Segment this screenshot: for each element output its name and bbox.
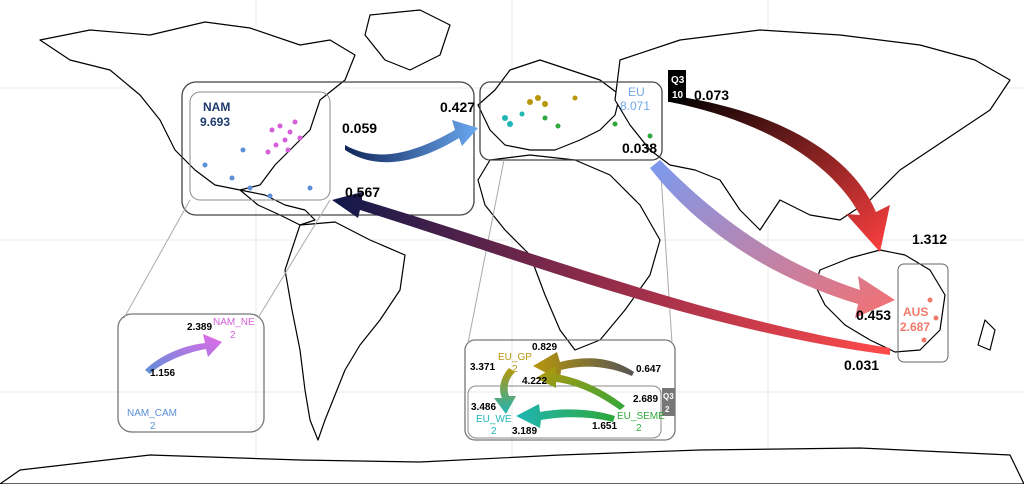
eu-region-box <box>479 81 663 161</box>
central-america-outline <box>239 189 316 226</box>
eu-seme-value: 2 <box>636 423 642 434</box>
flow-value-nam-eu-to: 0.427 <box>440 99 475 115</box>
flow-arrow-seme-to-gp2 <box>536 366 625 410</box>
nam-label: NAM <box>203 100 230 114</box>
eu-gp-value: 2 <box>512 364 518 375</box>
sample-dots-eu-seme <box>542 115 653 139</box>
flow-arrow-seme-to-gp <box>533 352 634 380</box>
eu-inset-inner-box <box>467 385 662 439</box>
greenland-outline <box>364 9 451 71</box>
quarter-badge-eu: Q3 10 <box>668 70 686 102</box>
aus-label: AUS <box>903 305 928 319</box>
eu-seme-label: EU_SEME <box>617 411 665 422</box>
flow-value-seme-gp2-from: 2.689 <box>633 394 658 405</box>
sample-dots-nam-ne <box>265 119 303 155</box>
south-america-outline <box>284 221 406 441</box>
svg-text:Q3: Q3 <box>671 75 685 86</box>
north-america-outline <box>39 21 356 191</box>
flow-value-aus-nam-from: 0.031 <box>844 357 879 373</box>
nam-value: 9.693 <box>200 115 230 129</box>
flow-arrow-aus-to-nam <box>332 192 890 355</box>
continents <box>0 9 1024 484</box>
flow-arrow-seme-to-we <box>516 404 615 428</box>
sample-dots-eu-we <box>502 111 525 127</box>
svg-text:10: 10 <box>672 90 684 101</box>
nam-inset-box <box>117 313 265 433</box>
flow-arrow-nam-to-eu <box>345 120 478 163</box>
aus-value: 2.687 <box>900 320 930 334</box>
aus-region-box <box>897 263 949 363</box>
nam-region-box <box>181 81 475 216</box>
flow-value-seme-gp2-to: 4.222 <box>522 376 547 387</box>
nam-ne-inner-box <box>189 91 331 201</box>
flow-value-cam-ne-to: 2.389 <box>187 322 212 333</box>
flow-arrow-eu-to-aus-blue <box>650 160 895 318</box>
flow-value-eu-aus-black-to: 1.312 <box>912 231 947 247</box>
flow-value-seme-gp-from: 0.647 <box>636 364 661 375</box>
sample-dots-eu-gp <box>527 95 578 107</box>
eu-gp-label: EU_GP <box>498 352 532 363</box>
new-zealand-outline <box>977 319 996 351</box>
sample-dots-aus <box>921 297 939 343</box>
flow-value-seme-we-from: 1.651 <box>592 421 617 432</box>
flow-value-seme-we-to: 3.189 <box>512 426 537 437</box>
antarctica-outline <box>0 447 1024 484</box>
flow-value-gp-we-from: 3.371 <box>470 362 495 373</box>
flow-value-cam-ne-from: 1.156 <box>150 368 175 379</box>
nam-cam-label: NAM_CAM <box>127 408 177 419</box>
flow-value-gp-we-to: 3.486 <box>471 402 496 413</box>
flow-value-seme-gp-to: 0.829 <box>532 342 557 353</box>
flow-value-eu-aus-blue-from: 0.038 <box>622 140 657 156</box>
eu-we-label: EU_WE <box>476 414 512 425</box>
flow-arrow-cam-to-ne <box>145 334 222 374</box>
flow-value-nam-eu-from: 0.059 <box>342 120 377 136</box>
svg-text:2: 2 <box>665 405 670 414</box>
eu-inset-box <box>464 339 676 441</box>
eu-value: 8.071 <box>620 99 650 113</box>
eu-we-value: 2 <box>491 426 497 437</box>
eu-label: EU <box>628 85 645 99</box>
quarter-badge-eu-inset: Q3 2 <box>662 388 675 416</box>
nam-ne-label: NAM_NE <box>213 317 255 328</box>
europe-outline <box>477 59 621 151</box>
flow-arrow-gp-to-we <box>494 368 516 414</box>
nam-cam-value: 2 <box>150 421 156 432</box>
svg-text:Q3: Q3 <box>663 392 674 401</box>
nam-ne-value: 2 <box>230 330 236 341</box>
flow-arrow-eu-to-aus-black <box>670 96 890 252</box>
asia-outline <box>614 29 1011 231</box>
sample-dots-nam-cam <box>202 147 313 199</box>
flow-value-eu-aus-black-from: 0.073 <box>694 87 729 103</box>
zoom-lines <box>123 159 673 344</box>
flow-value-eu-aus-blue-to: 0.453 <box>856 307 891 323</box>
flow-value-aus-nam-to: 0.567 <box>345 184 380 200</box>
